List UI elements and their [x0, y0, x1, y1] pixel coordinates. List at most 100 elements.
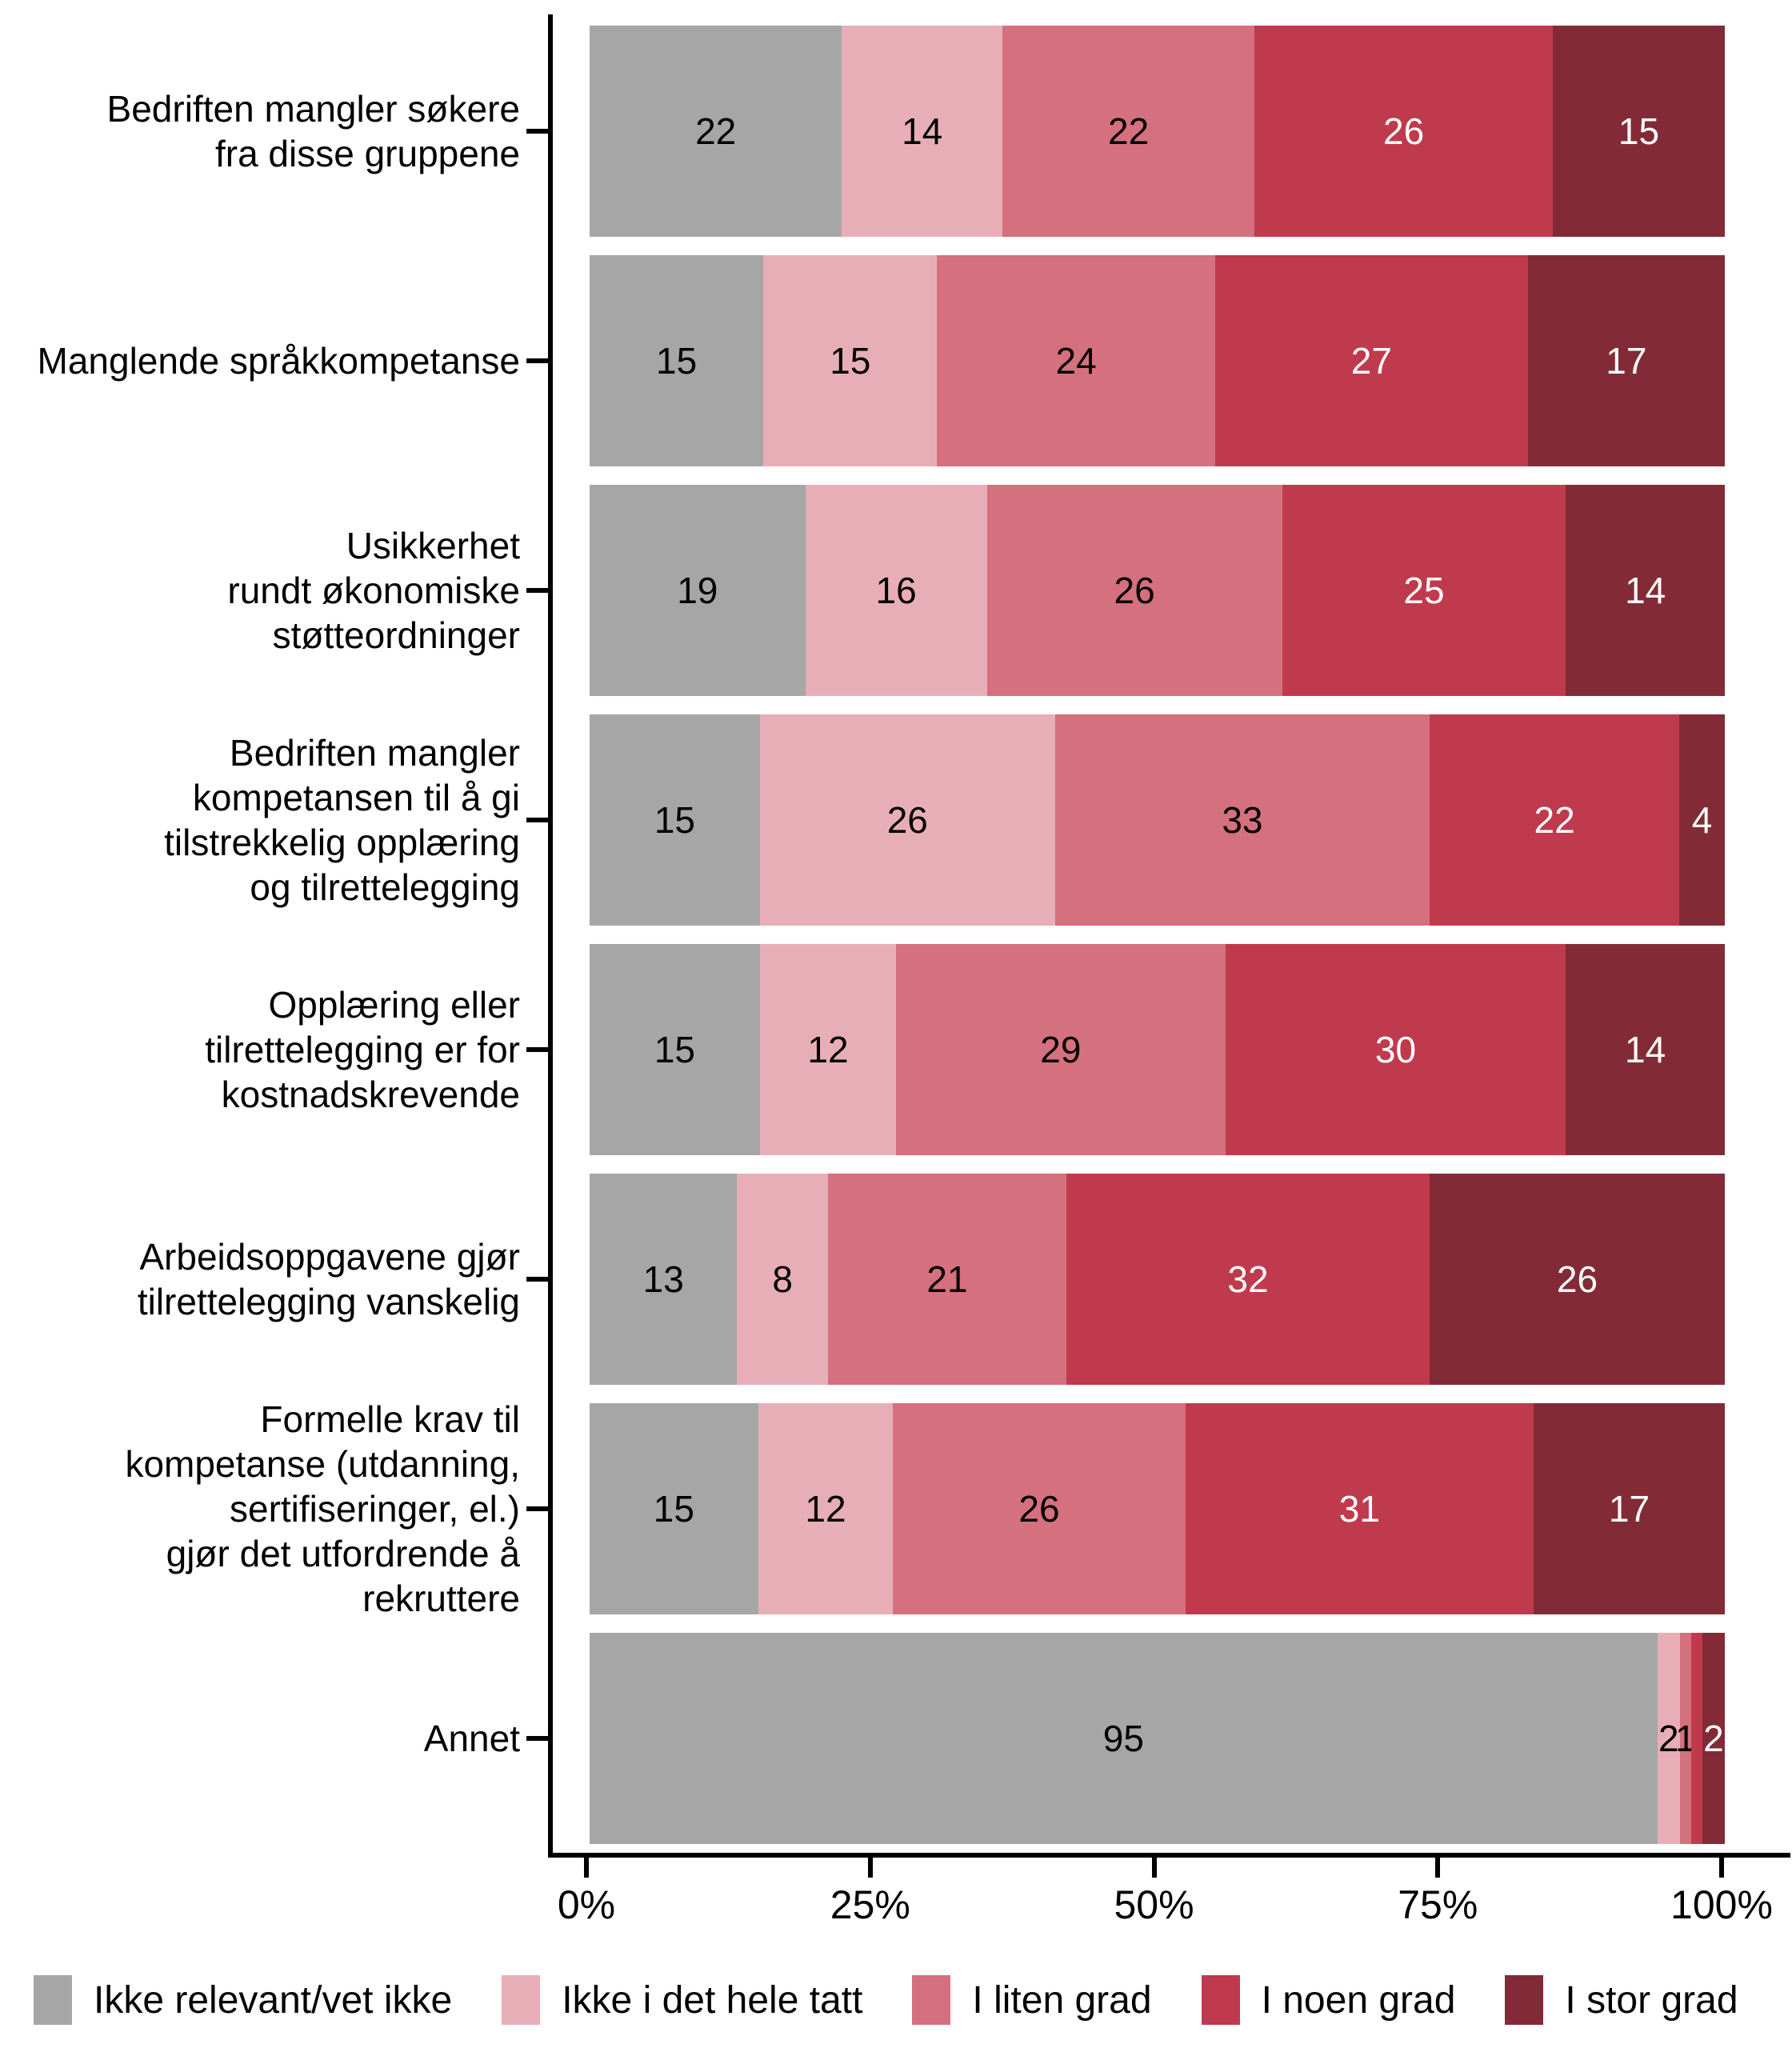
bar-segment-value: 12 — [805, 1487, 846, 1530]
y-axis-tick — [526, 1276, 548, 1282]
y-axis-tick — [526, 587, 548, 593]
legend-color-swatch — [1505, 1975, 1544, 2025]
bar-segment: 26 — [759, 714, 1055, 926]
y-axis-tick — [526, 358, 548, 363]
category-label: Opplæring eller tilrettelegging er for k… — [205, 983, 520, 1115]
bar-segment-value: 8 — [772, 1258, 794, 1300]
bar-segment: 26 — [986, 484, 1282, 696]
bar-segment: 30 — [1225, 943, 1566, 1155]
bar-row: Annet 95 2 1 2 — [0, 1623, 1792, 1853]
bar-segment-value: 12 — [807, 1028, 849, 1070]
category-label: Bedriften mangler søkere fra disse grupp… — [106, 87, 520, 174]
bar-segment-value: 15 — [656, 339, 698, 382]
bar-segment-value: 31 — [1338, 1487, 1380, 1530]
bar-segment-value: 32 — [1227, 1258, 1269, 1300]
bar-segment: 15 — [590, 254, 764, 466]
legend-label: I noen grad — [1261, 1978, 1456, 2022]
bar-row: Arbeidsoppgavene gjør tilrettelegging va… — [0, 1164, 1792, 1394]
bar-segment: 25 — [1282, 484, 1566, 696]
category-label: Annet — [423, 1717, 520, 1759]
bar-row: Formelle krav til kompetanse (utdanning,… — [0, 1394, 1792, 1623]
bar-segment: 14 — [1566, 943, 1725, 1155]
bar-segment: 22 — [1430, 714, 1680, 926]
bar-segment: 12 — [758, 1402, 894, 1614]
x-axis-tick-label: 25% — [830, 1882, 910, 1927]
bar-segment-value: 15 — [653, 1487, 694, 1530]
bar-segment-value: 22 — [695, 110, 737, 152]
bar-segment-value: 19 — [677, 569, 718, 611]
stacked-bar: 13 8 21 32 26 — [590, 1173, 1725, 1385]
bar-segment-value: 17 — [1606, 339, 1647, 382]
bar-row: Bedriften mangler kompetansen til å gi t… — [0, 705, 1792, 934]
bar-row: Manglende språkkompetanse 15 15 24 27 17 — [0, 246, 1792, 475]
bar-segment: 27 — [1214, 254, 1528, 466]
bar-segment-value: 26 — [1018, 1487, 1060, 1530]
legend-item: Ikke i det hele tatt — [502, 1975, 862, 2025]
category-label: Manglende språkkompetanse — [37, 339, 520, 382]
bar-segment-value: 24 — [1055, 339, 1097, 382]
legend-color-swatch — [34, 1975, 72, 2025]
bar-segment-value: 22 — [1108, 110, 1150, 152]
bar-segment-value: 14 — [1625, 569, 1666, 611]
bar-segment: 22 — [590, 25, 842, 237]
legend-label: I liten grad — [972, 1978, 1152, 2022]
bar-segment: 15 — [590, 943, 760, 1155]
legend: Ikke relevant/vet ikke Ikke i det hele ta… — [34, 1964, 1786, 2036]
stacked-bar: 15 12 26 31 17 — [590, 1402, 1725, 1614]
bar-segment: 22 — [1002, 25, 1255, 237]
stacked-bar: 15 15 24 27 17 — [590, 254, 1725, 466]
bar-segment: 15 — [590, 714, 760, 926]
bar-segment-value: 2 — [1703, 1717, 1724, 1759]
stacked-bar: 95 2 1 2 — [590, 1632, 1725, 1844]
bar-segment-value: 17 — [1608, 1487, 1650, 1530]
bar-segment: 31 — [1185, 1402, 1534, 1614]
category-label: Arbeidsoppgavene gjør tilrettelegging va… — [137, 1235, 520, 1322]
legend-color-swatch — [912, 1975, 951, 2025]
bar-segment — [1690, 1632, 1702, 1844]
bar-segment: 95 — [590, 1632, 1658, 1844]
bar-segment: 16 — [805, 484, 987, 696]
legend-item: I liten grad — [912, 1975, 1152, 2025]
bar-segment: 29 — [896, 943, 1226, 1155]
bar-segment: 19 — [590, 484, 806, 696]
bar-row: Bedriften mangler søkere fra disse grupp… — [0, 16, 1792, 246]
x-axis-tick — [1435, 1858, 1441, 1878]
bar-segment: 15 — [763, 254, 938, 466]
bar-segment-value: 29 — [1040, 1028, 1082, 1070]
bar-segment-value: 16 — [875, 569, 917, 611]
bar-segment: 2 — [1702, 1632, 1725, 1844]
bar-segment-value: 22 — [1534, 798, 1575, 841]
bar-segment: 17 — [1527, 254, 1725, 466]
bar-segment: 26 — [1430, 1173, 1725, 1385]
bar-row: Opplæring eller tilrettelegging er for k… — [0, 934, 1792, 1164]
category-label: Usikkerhet rundt økonomiske støtteordnin… — [227, 524, 520, 656]
x-axis-tick — [867, 1858, 873, 1878]
bar-segment: 26 — [1254, 25, 1553, 237]
bar-segment-value: 26 — [1114, 569, 1155, 611]
bar-segment-value: 15 — [654, 1028, 696, 1070]
x-axis-tick — [1719, 1858, 1724, 1878]
bar-segment: 13 — [590, 1173, 738, 1385]
bar-segment-value: 26 — [886, 798, 928, 841]
bar-segment-value: 95 — [1102, 1717, 1144, 1759]
stacked-bar: 22 14 22 26 15 — [590, 25, 1725, 237]
bar-segment-value: 27 — [1350, 339, 1392, 382]
bar-segment: 1 — [1675, 1632, 1696, 1844]
bar-segment-value: 14 — [1625, 1028, 1666, 1070]
bar-row: Usikkerhet rundt økonomiske støtteordnin… — [0, 475, 1792, 705]
legend-item: I stor grad — [1505, 1975, 1738, 2025]
x-axis-tick-label: 50% — [1114, 1882, 1194, 1927]
bar-segment-value: 25 — [1403, 569, 1445, 611]
bar-segment-value: 14 — [902, 110, 943, 152]
bar-rows-container: Bedriften mangler søkere fra disse grupp… — [0, 16, 1792, 1853]
bar-segment: 15 — [590, 1402, 758, 1614]
y-axis-tick — [526, 128, 548, 134]
legend-color-swatch — [502, 1975, 541, 2025]
bar-segment: 15 — [1552, 25, 1725, 237]
bar-segment-value: 4 — [1691, 798, 1713, 841]
bar-segment-value: 26 — [1383, 110, 1425, 152]
bar-segment: 26 — [893, 1402, 1186, 1614]
category-label: Bedriften mangler kompetansen til å gi t… — [164, 731, 520, 908]
y-axis-tick — [526, 1046, 548, 1052]
